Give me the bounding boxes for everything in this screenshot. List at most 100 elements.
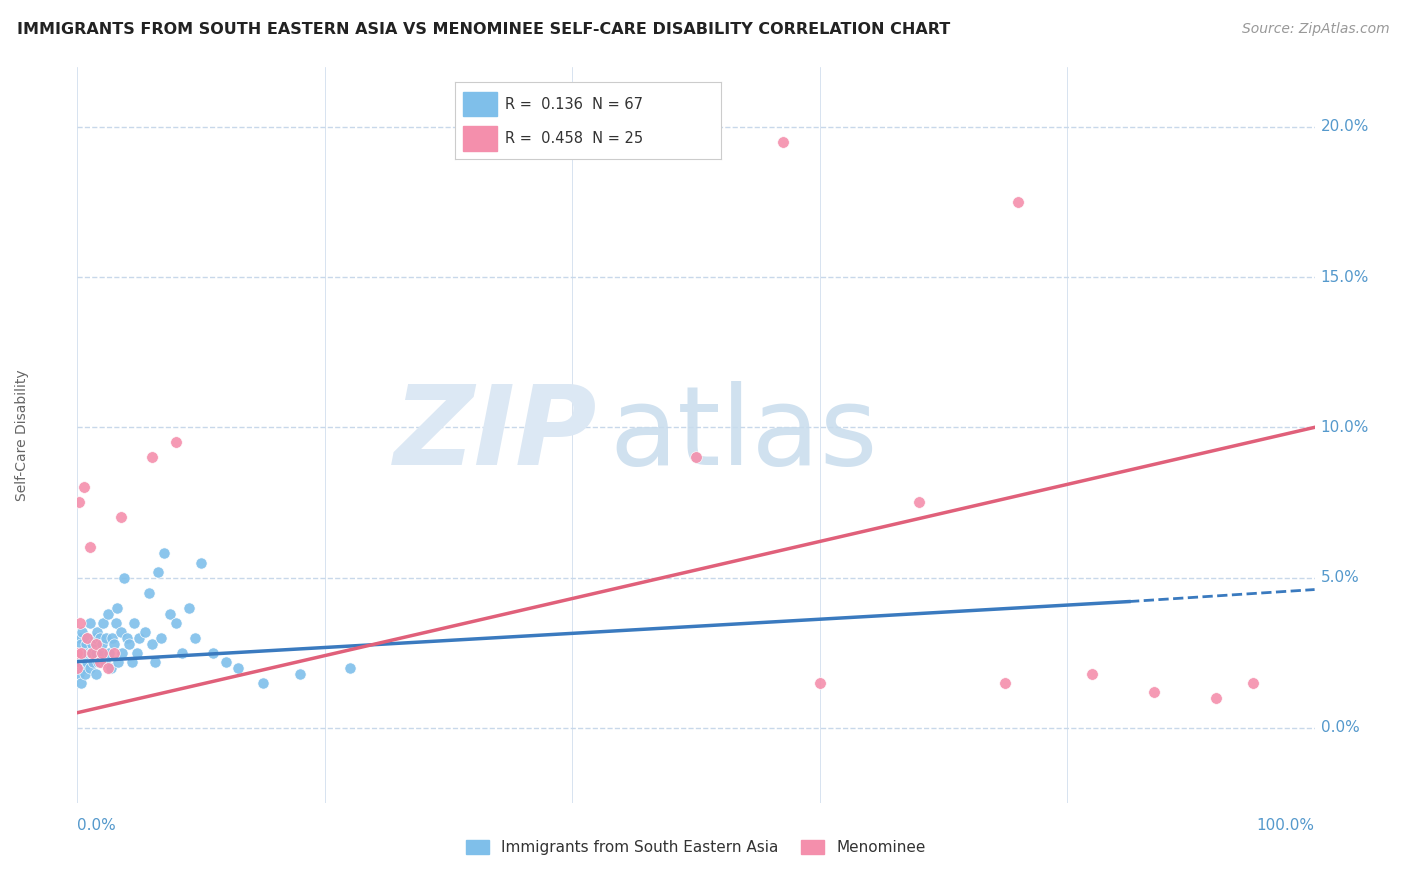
Point	[112, 570, 135, 584]
Point	[101, 631, 124, 645]
Text: IMMIGRANTS FROM SOUTH EASTERN ASIA VS MENOMINEE SELF-CARE DISABILITY CORRELATION: IMMIGRANTS FROM SOUTH EASTERN ASIA VS ME…	[17, 22, 950, 37]
Point	[125, 646, 148, 660]
Point	[72, 660, 94, 674]
Point	[100, 660, 122, 674]
Point	[128, 631, 150, 645]
Point	[1241, 675, 1264, 690]
Text: Self-Care Disability: Self-Care Disability	[14, 369, 28, 500]
Point	[141, 637, 163, 651]
Point	[110, 624, 132, 639]
Text: 0.0%: 0.0%	[1320, 720, 1360, 735]
Point	[146, 565, 169, 579]
Point	[134, 624, 156, 639]
Text: 15.0%: 15.0%	[1320, 269, 1369, 285]
Legend: Immigrants from South Eastern Asia, Menominee: Immigrants from South Eastern Asia, Meno…	[460, 834, 932, 862]
Point	[159, 607, 181, 621]
Point	[165, 435, 187, 450]
Point	[84, 666, 107, 681]
Point	[73, 666, 96, 681]
Point	[103, 637, 125, 651]
Point	[190, 556, 212, 570]
Point	[121, 655, 143, 669]
Point	[70, 637, 93, 651]
Point	[69, 646, 91, 660]
Point	[89, 631, 111, 645]
Point	[91, 637, 114, 651]
Point	[97, 607, 120, 621]
Point	[907, 495, 929, 509]
Point	[79, 541, 101, 555]
Point	[67, 666, 90, 681]
Point	[66, 660, 89, 674]
Point	[138, 585, 160, 599]
Point	[1007, 195, 1029, 210]
Point	[172, 646, 194, 660]
Point	[215, 655, 238, 669]
Point	[66, 646, 89, 660]
Point	[84, 646, 107, 660]
Point	[84, 637, 107, 651]
Point	[80, 646, 103, 660]
Point	[111, 646, 134, 660]
Point	[86, 624, 108, 639]
Text: 5.0%: 5.0%	[1320, 570, 1360, 585]
Point	[150, 631, 173, 645]
Point	[122, 615, 145, 630]
Text: 20.0%: 20.0%	[1320, 120, 1369, 135]
Point	[153, 547, 176, 561]
Point	[252, 675, 274, 690]
Point	[772, 135, 794, 149]
Point	[105, 600, 128, 615]
Point	[79, 660, 101, 674]
Point	[76, 631, 98, 645]
Point	[91, 646, 114, 660]
Point	[69, 615, 91, 630]
Point	[87, 655, 110, 669]
Point	[115, 631, 138, 645]
Point	[70, 646, 93, 660]
Point	[288, 666, 311, 681]
Point	[107, 655, 129, 669]
Point	[94, 631, 117, 645]
Text: Source: ZipAtlas.com: Source: ZipAtlas.com	[1241, 22, 1389, 37]
Point	[226, 660, 249, 674]
Point	[75, 637, 97, 651]
Point	[1081, 666, 1104, 681]
Point	[202, 646, 225, 660]
Point	[339, 660, 361, 674]
Point	[165, 615, 187, 630]
Point	[1143, 684, 1166, 698]
Point	[76, 631, 98, 645]
Text: ZIP: ZIP	[394, 382, 598, 488]
Point	[104, 615, 127, 630]
Point	[89, 655, 111, 669]
Text: 0.0%: 0.0%	[77, 818, 117, 833]
Point	[93, 655, 115, 669]
Point	[82, 637, 104, 651]
Point	[77, 646, 100, 660]
Text: 10.0%: 10.0%	[1320, 420, 1369, 434]
Point	[143, 655, 166, 669]
Point	[70, 675, 93, 690]
Point	[110, 510, 132, 524]
Point	[83, 631, 105, 645]
Point	[141, 450, 163, 465]
Point	[82, 646, 104, 660]
Point	[82, 655, 104, 669]
Point	[994, 675, 1017, 690]
Point	[67, 495, 90, 509]
Point	[184, 631, 207, 645]
Point	[66, 660, 89, 674]
Point	[90, 646, 112, 660]
Point	[72, 624, 94, 639]
Point	[685, 450, 707, 465]
Point	[67, 655, 90, 669]
Text: 100.0%: 100.0%	[1257, 818, 1315, 833]
Point	[72, 646, 94, 660]
Point	[1205, 690, 1227, 705]
Point	[76, 655, 98, 669]
Point	[97, 660, 120, 674]
Point	[177, 600, 200, 615]
Point	[69, 631, 91, 645]
Point	[808, 675, 831, 690]
